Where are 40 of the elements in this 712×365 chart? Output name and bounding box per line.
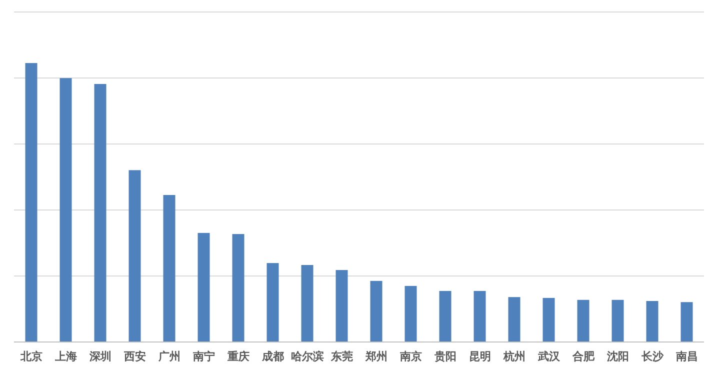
- x-tick-label: 哈尔滨: [290, 350, 324, 363]
- bar: [474, 290, 486, 342]
- bar: [301, 265, 314, 342]
- x-tick-label: 杭州: [502, 350, 526, 363]
- bar: [680, 302, 693, 342]
- bar: [542, 298, 555, 342]
- x-tick-label: 北京: [19, 350, 42, 363]
- bar: [612, 300, 624, 342]
- bar: [370, 280, 382, 342]
- x-tick-label: 南宁: [192, 350, 215, 363]
- x-tick-label: 贵阳: [433, 350, 456, 363]
- x-tick-label: 沈阳: [606, 350, 629, 363]
- bar: [232, 234, 244, 342]
- x-tick-label: 东莞: [330, 350, 353, 363]
- bar: [336, 270, 348, 342]
- x-tick-label: 合肥: [571, 350, 596, 363]
- bar: [163, 194, 176, 342]
- x-tick-label: 南京: [398, 350, 422, 363]
- x-tick-label: 武汉: [536, 350, 561, 363]
- bar: [404, 286, 417, 342]
- x-tick-label: 南昌: [674, 350, 698, 363]
- x-tick-label: 长沙: [640, 350, 664, 363]
- x-tick-label: 上海: [54, 350, 77, 363]
- bar: [266, 263, 279, 342]
- bar: [198, 232, 210, 342]
- bar: [646, 300, 658, 342]
- bar: [25, 63, 38, 342]
- x-tick-label: 成都: [260, 350, 284, 363]
- x-tick-label: 广州: [157, 350, 180, 363]
- bar: [60, 78, 72, 342]
- x-tick-label: 西安: [122, 350, 146, 363]
- bar: [508, 297, 520, 342]
- x-tick-label: 重庆: [226, 350, 250, 363]
- bar: [128, 170, 141, 342]
- x-tick-label: 深圳: [88, 350, 112, 363]
- x-tick-label: 昆明: [468, 350, 491, 363]
- bar: [439, 290, 452, 342]
- bar: [577, 300, 590, 342]
- bar: [94, 84, 106, 342]
- x-tick-label: 郑州: [364, 350, 388, 363]
